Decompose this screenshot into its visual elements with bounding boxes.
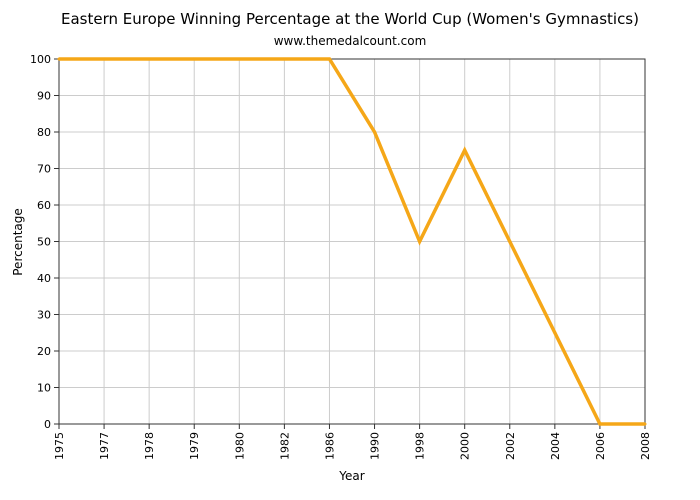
x-tick-label: 2008 xyxy=(639,432,652,460)
data-point xyxy=(508,240,512,243)
data-point xyxy=(102,57,106,61)
y-tick-label: 60 xyxy=(37,199,51,212)
y-tick-label: 20 xyxy=(37,345,51,358)
data-point xyxy=(192,57,196,61)
x-tick-label: 1979 xyxy=(188,432,201,460)
chart-subtitle: www.themedalcount.com xyxy=(274,34,427,48)
y-tick-label: 90 xyxy=(37,90,51,103)
x-tick-label: 1978 xyxy=(143,432,156,460)
x-tick-label: 1986 xyxy=(323,432,336,460)
data-point xyxy=(373,130,377,134)
x-tick-label: 2004 xyxy=(549,432,562,460)
x-tick-label: 1982 xyxy=(278,432,291,460)
x-tick-label: 1980 xyxy=(233,432,246,460)
y-tick-label: 10 xyxy=(37,382,51,395)
y-tick-label: 100 xyxy=(30,53,51,66)
y-axis-tick-labels: 0 10 20 30 40 50 60 70 80 90 100 xyxy=(30,53,51,431)
axes xyxy=(54,58,646,429)
data-point xyxy=(57,57,61,61)
y-tick-label: 50 xyxy=(37,236,51,249)
data-point xyxy=(418,240,422,243)
data-point xyxy=(598,422,602,426)
data-point xyxy=(282,57,286,61)
data-point xyxy=(237,57,241,61)
data-point xyxy=(463,148,467,152)
y-tick-label: 0 xyxy=(44,418,51,431)
chart-title: Eastern Europe Winning Percentage at the… xyxy=(61,10,639,28)
x-tick-label: 2006 xyxy=(594,432,607,460)
y-axis-title: Percentage xyxy=(11,208,25,276)
plot-frame xyxy=(58,58,646,425)
y-tick-label: 70 xyxy=(37,163,51,176)
x-axis-tick-labels: 1975 1977 1978 1979 1980 1982 1986 1990 1998 2000… xyxy=(53,432,652,460)
data-point xyxy=(553,331,557,335)
x-tick-label: 1977 xyxy=(98,432,111,460)
data-point xyxy=(327,57,331,61)
data-point xyxy=(643,422,647,426)
series xyxy=(57,57,647,426)
x-axis-title: Year xyxy=(338,469,364,483)
y-tick-label: 80 xyxy=(37,126,51,139)
x-tick-label: 1998 xyxy=(414,432,427,460)
y-tick-label: 30 xyxy=(37,309,51,322)
x-tick-label: 1990 xyxy=(369,432,382,460)
x-tick-label: 2000 xyxy=(459,432,472,460)
data-point xyxy=(147,57,151,61)
series-line xyxy=(59,57,645,426)
y-tick-label: 40 xyxy=(37,272,51,285)
x-tick-label: 1975 xyxy=(53,432,66,460)
x-tick-label: 2002 xyxy=(504,432,517,460)
